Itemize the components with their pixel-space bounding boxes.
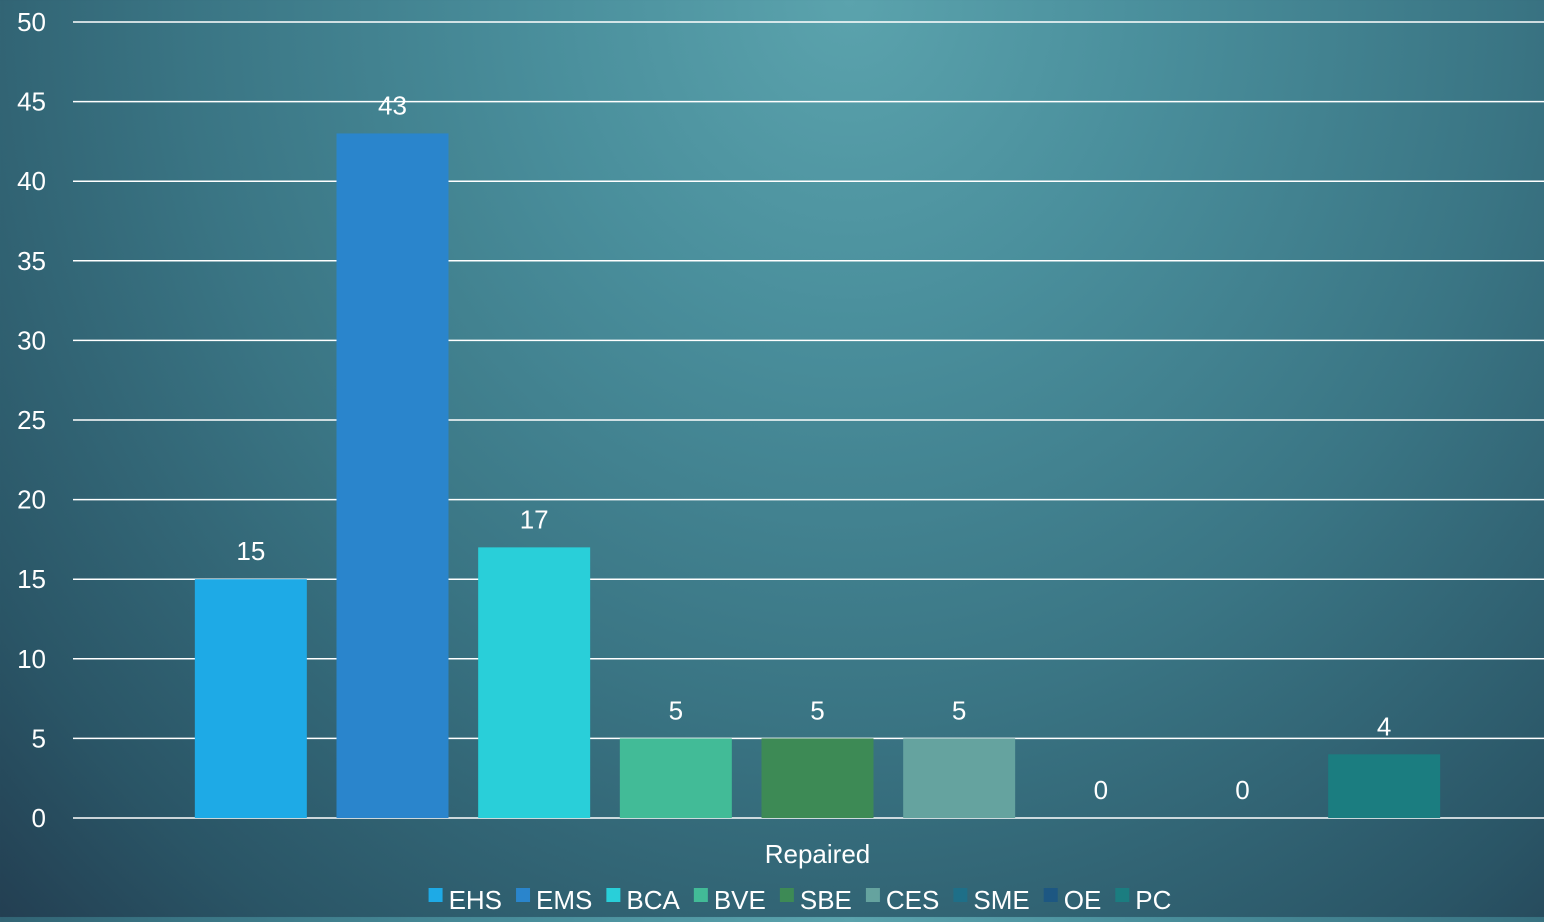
data-label-ces: 5 bbox=[952, 695, 966, 725]
legend-label: OE bbox=[1064, 885, 1102, 915]
bar-pc bbox=[1328, 754, 1441, 818]
data-labels: 15 43 17 5 5 5 0 0 4 bbox=[236, 90, 1391, 805]
data-label-bca: 17 bbox=[520, 504, 549, 534]
legend-swatch bbox=[516, 888, 531, 902]
legend-label: SME bbox=[973, 885, 1029, 915]
y-tick-label: 40 bbox=[17, 166, 46, 196]
data-label-ehs: 15 bbox=[236, 536, 265, 566]
x-category-label: Repaired bbox=[765, 839, 871, 869]
legend-label: PC bbox=[1135, 885, 1171, 915]
legend-item-pc: PC bbox=[1115, 885, 1171, 915]
y-tick-label: 10 bbox=[17, 644, 46, 674]
y-tick-label: 25 bbox=[17, 405, 46, 435]
y-tick-label: 35 bbox=[17, 246, 46, 276]
legend-swatch bbox=[779, 888, 794, 902]
legend: EHS EMS BCA BVE SBE CES SME OE PC bbox=[428, 885, 1171, 915]
y-tick-label: 50 bbox=[17, 7, 46, 37]
y-tick-label: 45 bbox=[17, 87, 46, 117]
legend-item-bve: BVE bbox=[693, 885, 766, 915]
bar-bve bbox=[619, 738, 732, 818]
legend-label: EMS bbox=[536, 885, 592, 915]
data-label-oe: 0 bbox=[1235, 775, 1249, 805]
legend-swatch bbox=[606, 888, 621, 902]
legend-swatch bbox=[865, 888, 880, 902]
data-label-bve: 5 bbox=[669, 695, 683, 725]
legend-item-ehs: EHS bbox=[428, 885, 502, 915]
y-tick-label: 0 bbox=[32, 803, 46, 833]
y-tick-label: 5 bbox=[32, 723, 46, 753]
x-axis-categories: Repaired bbox=[765, 839, 871, 869]
legend-item-oe: OE bbox=[1043, 885, 1102, 915]
data-label-sbe: 5 bbox=[810, 695, 824, 725]
legend-item-bca: BCA bbox=[606, 885, 681, 915]
legend-label: BVE bbox=[714, 885, 766, 915]
legend-label: SBE bbox=[800, 885, 852, 915]
gridlines bbox=[73, 21, 1544, 819]
bar-ems bbox=[336, 133, 449, 818]
y-tick-label: 30 bbox=[17, 325, 46, 355]
legend-item-sme: SME bbox=[953, 885, 1030, 915]
bars bbox=[194, 133, 1441, 818]
legend-item-sbe: SBE bbox=[779, 885, 852, 915]
y-axis-ticks: 0 5 10 15 20 25 30 35 40 45 50 bbox=[17, 7, 46, 833]
bar-bca bbox=[478, 547, 591, 818]
legend-swatch bbox=[428, 888, 443, 902]
legend-swatch bbox=[953, 888, 968, 902]
legend-item-ems: EMS bbox=[516, 885, 592, 915]
legend-label: CES bbox=[886, 885, 939, 915]
data-label-ems: 43 bbox=[378, 90, 407, 120]
legend-swatch bbox=[1115, 888, 1130, 902]
legend-swatch bbox=[1043, 888, 1058, 902]
bar-ces bbox=[903, 738, 1016, 818]
bar-sbe bbox=[761, 738, 874, 818]
y-tick-label: 20 bbox=[17, 485, 46, 515]
legend-item-ces: CES bbox=[865, 885, 939, 915]
y-tick-label: 15 bbox=[17, 564, 46, 594]
legend-label: BCA bbox=[626, 885, 680, 915]
bar-ehs bbox=[194, 579, 307, 818]
data-label-sme: 0 bbox=[1094, 775, 1108, 805]
legend-swatch bbox=[693, 888, 708, 902]
data-label-pc: 4 bbox=[1377, 711, 1391, 741]
legend-label: EHS bbox=[449, 885, 502, 915]
